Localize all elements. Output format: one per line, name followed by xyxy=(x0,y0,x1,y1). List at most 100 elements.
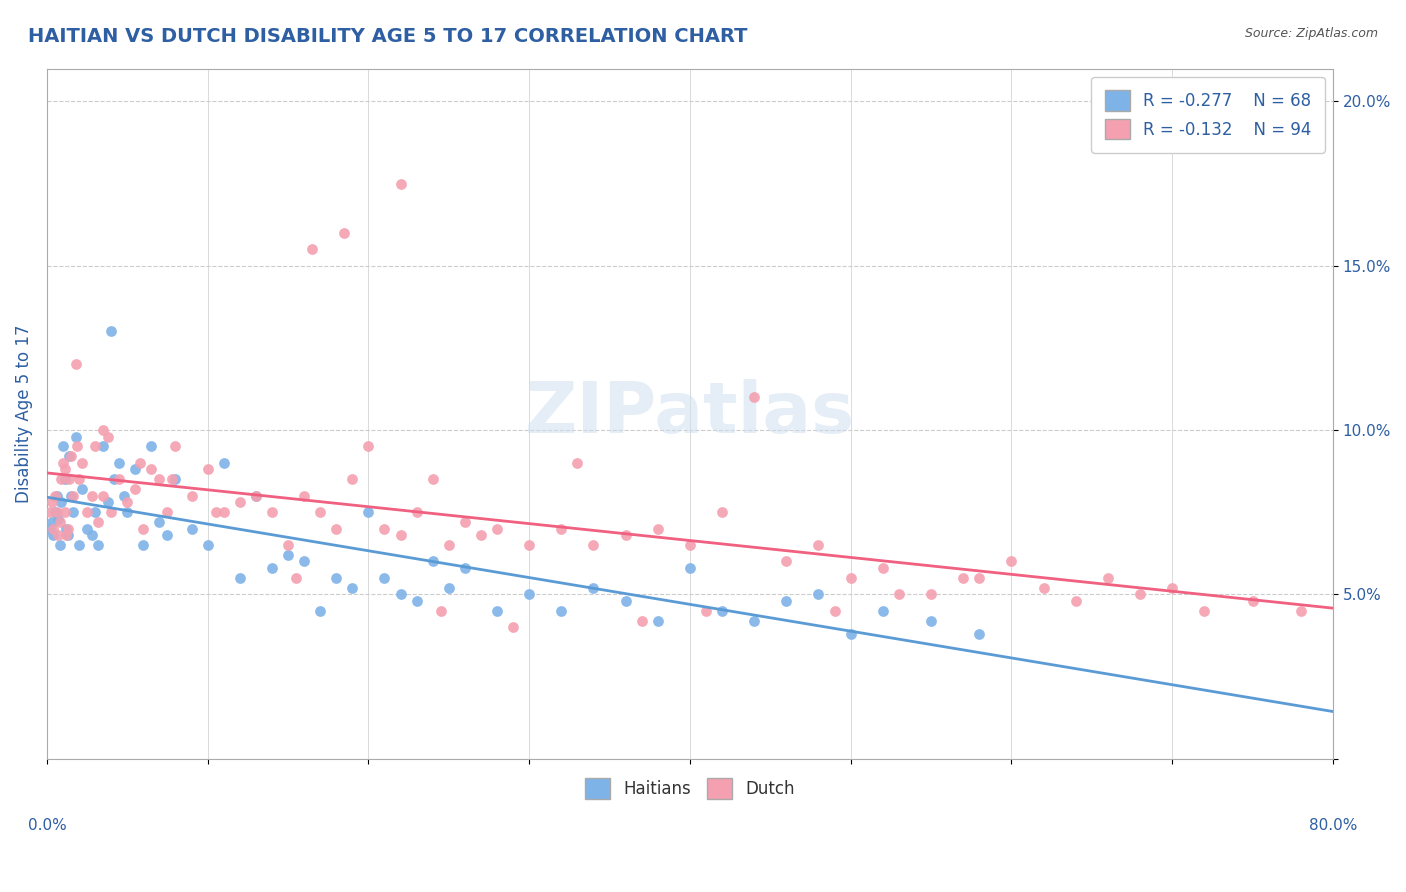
Point xyxy=(485,522,508,536)
Point xyxy=(72,456,94,470)
Point xyxy=(325,571,347,585)
Point xyxy=(44,489,66,503)
Point xyxy=(422,554,444,568)
Point xyxy=(42,528,65,542)
Point xyxy=(309,604,332,618)
Point xyxy=(260,505,283,519)
Point xyxy=(141,462,163,476)
Point xyxy=(630,614,652,628)
Point xyxy=(839,626,862,640)
Point xyxy=(229,495,252,509)
Point xyxy=(342,581,364,595)
Point xyxy=(212,505,235,519)
Point xyxy=(55,528,77,542)
Point xyxy=(56,522,79,536)
Point xyxy=(97,429,120,443)
Point xyxy=(422,472,444,486)
Point xyxy=(132,538,155,552)
Point xyxy=(1129,587,1152,601)
Point xyxy=(920,614,942,628)
Point xyxy=(148,515,170,529)
Point xyxy=(58,472,80,486)
Point xyxy=(66,439,89,453)
Point xyxy=(97,495,120,509)
Point xyxy=(325,522,347,536)
Point xyxy=(245,489,267,503)
Point xyxy=(1000,554,1022,568)
Point xyxy=(48,515,70,529)
Point xyxy=(52,439,75,453)
Point xyxy=(45,505,67,519)
Point xyxy=(212,456,235,470)
Point xyxy=(775,594,797,608)
Point xyxy=(46,528,69,542)
Point xyxy=(437,581,460,595)
Point xyxy=(65,429,87,443)
Point xyxy=(405,505,427,519)
Point xyxy=(91,439,114,453)
Point xyxy=(292,554,315,568)
Point xyxy=(277,538,299,552)
Point xyxy=(129,456,152,470)
Text: 0.0%: 0.0% xyxy=(28,818,66,832)
Point xyxy=(51,495,73,509)
Point xyxy=(920,587,942,601)
Point xyxy=(437,538,460,552)
Point xyxy=(39,522,62,536)
Point xyxy=(87,515,110,529)
Point xyxy=(108,472,131,486)
Point xyxy=(454,515,477,529)
Point xyxy=(1097,571,1119,585)
Point xyxy=(807,587,830,601)
Point xyxy=(84,439,107,453)
Point xyxy=(389,177,412,191)
Point xyxy=(117,505,139,519)
Point xyxy=(967,626,990,640)
Point xyxy=(148,472,170,486)
Point xyxy=(156,505,179,519)
Point xyxy=(108,456,131,470)
Point xyxy=(117,495,139,509)
Point xyxy=(470,528,492,542)
Point xyxy=(872,604,894,618)
Point xyxy=(1064,594,1087,608)
Point xyxy=(292,489,315,503)
Point xyxy=(45,489,67,503)
Point xyxy=(679,538,702,552)
Point xyxy=(260,561,283,575)
Point xyxy=(614,528,637,542)
Point xyxy=(44,505,66,519)
Point xyxy=(1289,604,1312,618)
Point xyxy=(517,538,540,552)
Point xyxy=(124,462,146,476)
Point xyxy=(1194,604,1216,618)
Point xyxy=(41,495,63,509)
Point xyxy=(100,505,122,519)
Point xyxy=(245,489,267,503)
Point xyxy=(679,561,702,575)
Y-axis label: Disability Age 5 to 17: Disability Age 5 to 17 xyxy=(15,325,32,503)
Point xyxy=(165,439,187,453)
Point xyxy=(429,604,451,618)
Point xyxy=(711,604,734,618)
Point xyxy=(112,489,135,503)
Point xyxy=(301,242,323,256)
Point xyxy=(62,489,84,503)
Point xyxy=(91,423,114,437)
Point xyxy=(550,522,572,536)
Point xyxy=(52,456,75,470)
Point xyxy=(53,472,76,486)
Point xyxy=(165,472,187,486)
Point xyxy=(91,489,114,503)
Point xyxy=(180,489,202,503)
Point xyxy=(72,482,94,496)
Point xyxy=(485,604,508,618)
Point xyxy=(229,571,252,585)
Point xyxy=(647,522,669,536)
Point xyxy=(887,587,910,601)
Point xyxy=(742,390,765,404)
Point xyxy=(582,581,605,595)
Point xyxy=(62,505,84,519)
Point xyxy=(517,587,540,601)
Point xyxy=(48,538,70,552)
